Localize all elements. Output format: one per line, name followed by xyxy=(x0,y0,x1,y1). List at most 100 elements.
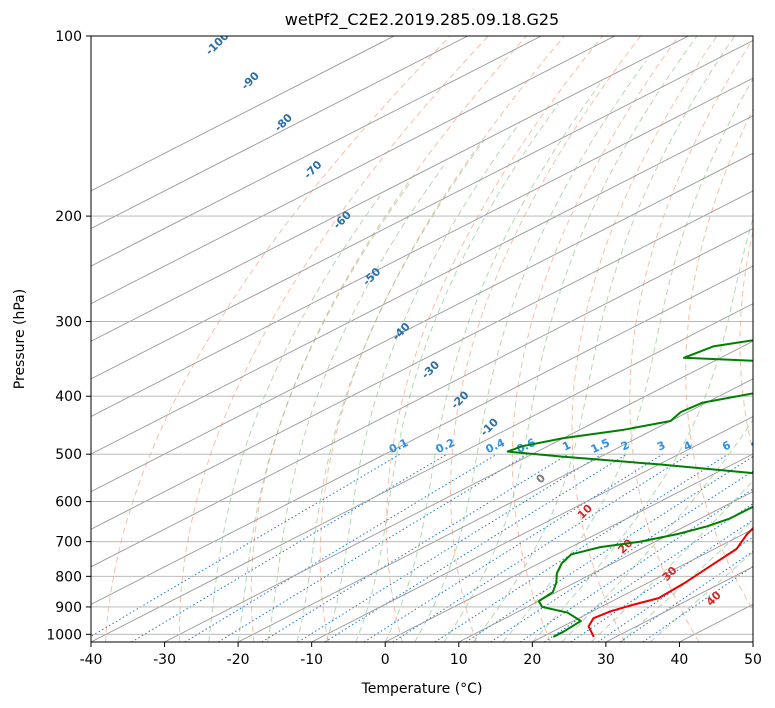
mixing-ratio-line xyxy=(570,519,753,642)
mixing-ratio-label: 1 xyxy=(560,439,572,454)
isotherm-line xyxy=(91,36,468,230)
isotherm-label: 30 xyxy=(660,564,680,584)
moist-adiabat-line xyxy=(384,83,601,642)
isotherm-line xyxy=(164,340,753,642)
isotherm-label: -30 xyxy=(419,358,442,381)
mixing-ratio-line xyxy=(131,453,448,642)
y-tick-label: 600 xyxy=(55,495,82,511)
mixing-ratio-line xyxy=(642,565,753,642)
isotherm-label: -10 xyxy=(478,415,501,438)
plot-area: 0.10.20.40.611.52346810131620253036-100-… xyxy=(91,29,775,642)
mixing-ratio-line xyxy=(261,453,569,642)
dry-adiabat-line xyxy=(571,36,718,642)
isotherm-line xyxy=(679,603,753,642)
isotherm-label: -40 xyxy=(390,320,413,343)
y-axis-label: Pressure (hPa) xyxy=(12,289,28,389)
y-tick-label: 300 xyxy=(55,314,82,330)
y-tick-label: 500 xyxy=(55,447,82,463)
dry-adiabat-line xyxy=(511,36,680,642)
isotherm-line xyxy=(91,152,753,493)
mixing-ratio-label: 10 xyxy=(768,437,775,455)
moist-adiabats xyxy=(208,36,753,642)
moist-adiabat-line xyxy=(443,36,698,642)
isotherm-label: 40 xyxy=(704,588,724,608)
moist-adiabat-line xyxy=(531,216,753,642)
isotherm-line xyxy=(91,265,753,605)
y-tick-label: 700 xyxy=(55,535,82,551)
isotherm-line xyxy=(91,36,542,267)
moist-adiabat-line xyxy=(267,165,444,642)
mixing-ratio-line xyxy=(544,503,753,642)
y-tick-label: 1000 xyxy=(46,627,82,643)
dry-adiabat-line xyxy=(450,36,641,642)
x-tick-label: 20 xyxy=(523,652,541,668)
sounding-profiles xyxy=(506,339,753,638)
mixing-ratio-line xyxy=(434,453,729,642)
dry-adiabat-line xyxy=(685,108,753,612)
mixing-ratio-line xyxy=(363,453,663,642)
mixing-ratio-label: 0.1 xyxy=(387,436,410,456)
isotherm-line xyxy=(237,378,753,642)
mixing-ratio-line xyxy=(490,470,753,642)
isotherm-line xyxy=(91,77,753,417)
x-tick-label: -30 xyxy=(153,652,176,668)
pressure-gridlines xyxy=(91,36,753,635)
mixing-ratio-lines xyxy=(91,453,753,642)
isotherm-label: -90 xyxy=(239,69,262,92)
isotherm-label: -80 xyxy=(272,111,295,134)
isotherm-label: -70 xyxy=(301,158,324,181)
dry-adiabat-line xyxy=(250,36,527,642)
dewpoint-profile-line xyxy=(506,339,753,638)
y-axis-ticks: 100 200 300 400 500 600 700 800 900 1000 xyxy=(46,29,91,643)
moist-adiabat-line xyxy=(296,141,484,642)
isotherm-label: -20 xyxy=(448,388,471,411)
isotherm-line xyxy=(91,190,753,530)
mixing-ratio-label: 3 xyxy=(655,439,667,454)
dry-adiabat-line xyxy=(739,229,753,454)
mixing-ratio-line xyxy=(297,453,603,642)
moist-adiabat-line xyxy=(649,551,753,642)
moist-adiabat-line xyxy=(561,418,753,642)
x-axis-label: Temperature (°C) xyxy=(361,681,483,697)
temperature-profile-line xyxy=(587,526,753,638)
y-tick-label: 400 xyxy=(55,389,82,405)
isotherm-line xyxy=(385,453,753,642)
x-tick-label: 50 xyxy=(744,652,762,668)
isotherm-line xyxy=(605,566,753,642)
isotherm-label: -100 xyxy=(203,29,232,58)
y-tick-label: 800 xyxy=(55,569,82,585)
x-tick-label: -20 xyxy=(227,652,250,668)
x-tick-label: -10 xyxy=(300,652,323,668)
mixing-ratio-label: 0.4 xyxy=(484,436,507,456)
y-tick-label: 900 xyxy=(55,600,82,616)
isotherm-line xyxy=(91,115,753,455)
isotherm-line xyxy=(91,303,753,642)
plot-frame xyxy=(90,35,754,643)
isotherm-line xyxy=(91,40,753,380)
x-tick-label: 40 xyxy=(671,652,689,668)
x-tick-label: -40 xyxy=(80,652,103,668)
chart-title: wetPf2_C2E2.2019.285.09.18.G25 xyxy=(285,10,559,30)
x-axis-ticks: -40 -30 -20 -10 0 10 20 30 40 50 xyxy=(80,642,762,668)
isotherm-line xyxy=(752,641,753,642)
mixing-ratio-line xyxy=(91,453,401,637)
x-tick-label: 0 xyxy=(381,652,390,668)
isotherm-label: -60 xyxy=(331,208,354,231)
dry-adiabat-line xyxy=(319,36,565,642)
isotherm-line xyxy=(311,415,753,642)
y-tick-label: 200 xyxy=(55,209,82,225)
mixing-ratio-line xyxy=(619,550,753,642)
moist-adiabat-line xyxy=(325,123,520,642)
mixing-ratio-line xyxy=(324,453,627,642)
moist-adiabat-line xyxy=(208,195,381,642)
mixing-ratio-line xyxy=(184,453,498,642)
x-tick-label: 10 xyxy=(450,652,468,668)
mixing-ratio-label: 2 xyxy=(619,439,631,454)
isotherm-line xyxy=(91,36,689,342)
mixing-ratio-line xyxy=(217,453,528,642)
mixing-ratio-line xyxy=(597,536,753,642)
moist-adiabat-line xyxy=(355,103,559,642)
x-tick-label: 30 xyxy=(597,652,615,668)
isotherms xyxy=(91,36,753,642)
